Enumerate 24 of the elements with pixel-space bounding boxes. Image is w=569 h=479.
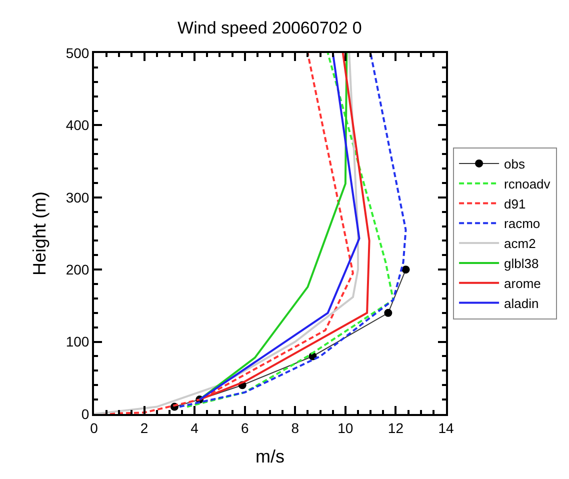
legend-label: acm2: [504, 236, 536, 252]
y-axis-title: Height (m): [30, 191, 50, 276]
y-tick-label: 500: [66, 44, 90, 61]
legend-label: glbl38: [504, 256, 539, 272]
legend-label: racmo: [504, 216, 540, 232]
x-tick-label: 8: [291, 420, 300, 436]
x-tick-label: 4: [190, 420, 199, 436]
legend-label: aladin: [504, 296, 539, 311]
y-tick-label: 400: [66, 117, 90, 134]
y-tick-label: 100: [66, 334, 90, 350]
y-tick-label: 300: [66, 189, 90, 206]
x-tick-label: 2: [140, 420, 148, 436]
legend-label: arome: [504, 276, 541, 291]
legend-label: d91: [504, 196, 526, 212]
x-tick-label: 10: [338, 420, 354, 436]
chart-title: Wind speed 20060702 0: [178, 18, 362, 38]
legend-label: obs: [504, 156, 526, 172]
x-tick-label: 12: [388, 420, 404, 436]
x-tick-label: 6: [240, 420, 249, 436]
x-tick-label: 14: [438, 420, 454, 436]
legend-label: rcnoadv: [504, 176, 551, 192]
x-axis-title: m/s: [256, 446, 284, 466]
y-tick-label: 0: [81, 406, 90, 422]
y-tick-label: 200: [66, 262, 90, 278]
